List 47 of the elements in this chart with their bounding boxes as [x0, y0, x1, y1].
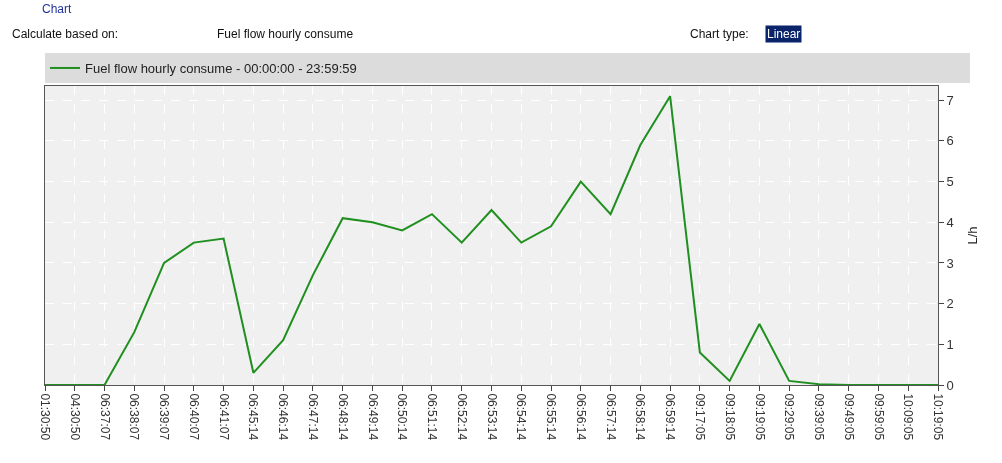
- x-tick-label: 06:59:14: [663, 393, 678, 441]
- line-series: [45, 95, 938, 385]
- x-tick-label: 06:57:14: [603, 393, 618, 441]
- text: Chart type:: [690, 27, 749, 41]
- x-tick-label: 09:19:05: [752, 393, 767, 441]
- x-tick-label: 06:54:14: [514, 393, 529, 441]
- x-tick-label: 06:50:14: [395, 393, 410, 441]
- x-tick-label: 09:18:05: [722, 393, 737, 441]
- x-tick-label: 06:46:14: [276, 393, 291, 441]
- x-tick-label: 09:49:05: [841, 393, 856, 441]
- legend-label: Fuel flow hourly consume - 00:00:00 - 23:59:59: [85, 61, 357, 77]
- y-tick-label: 2: [946, 296, 954, 312]
- y-tick-label: 5: [946, 174, 954, 190]
- text: Calculate based on:: [12, 27, 119, 41]
- y-tick-label: 7: [946, 92, 954, 108]
- y-tick-label: 6: [946, 133, 954, 149]
- x-tick-label: 01:30:50: [38, 393, 53, 441]
- x-tick-label: 06:37:07: [97, 393, 112, 441]
- x-tick-label: 09:59:05: [871, 393, 886, 441]
- x-tick-label: 06:58:14: [633, 393, 648, 441]
- x-tick-label: 06:48:14: [335, 393, 350, 441]
- x-tick-label: 04:30:50: [67, 393, 82, 441]
- x-tick-label: 06:40:07: [186, 393, 201, 441]
- x-tick-label: 06:51:14: [425, 393, 440, 441]
- x-tick-label: 06:39:07: [157, 393, 172, 441]
- x-tick-label: 06:49:14: [365, 393, 380, 441]
- x-tick-label: 06:55:14: [544, 393, 559, 441]
- y-tick-label: 1: [946, 336, 954, 352]
- text: Fuel flow hourly consume: [217, 27, 354, 41]
- x-tick-label: 06:45:14: [246, 393, 261, 441]
- x-tick-label: 06:56:14: [573, 393, 588, 441]
- x-tick-label: 09:29:05: [782, 393, 797, 441]
- x-tick-label: 09:17:05: [692, 393, 707, 441]
- x-tick-label: 06:41:07: [216, 393, 231, 441]
- x-tick-label: 10:09:05: [901, 393, 916, 441]
- x-tick-label: 06:47:14: [306, 393, 320, 441]
- x-tick-label: 06:53:14: [484, 393, 499, 441]
- y-tick-label: 0: [946, 377, 954, 393]
- text: Chart: [42, 2, 73, 16]
- y-tick-label: 3: [946, 255, 954, 271]
- x-tick-label: 10:19:05: [931, 393, 946, 441]
- y-tick-label: 4: [946, 214, 954, 230]
- x-tick-label: 06:38:07: [127, 393, 142, 441]
- x-tick-label: 06:52:14: [454, 393, 469, 441]
- y-axis-title: L/h: [965, 226, 981, 245]
- text: Linear: [767, 27, 801, 41]
- x-tick-label: 09:39:05: [812, 393, 827, 441]
